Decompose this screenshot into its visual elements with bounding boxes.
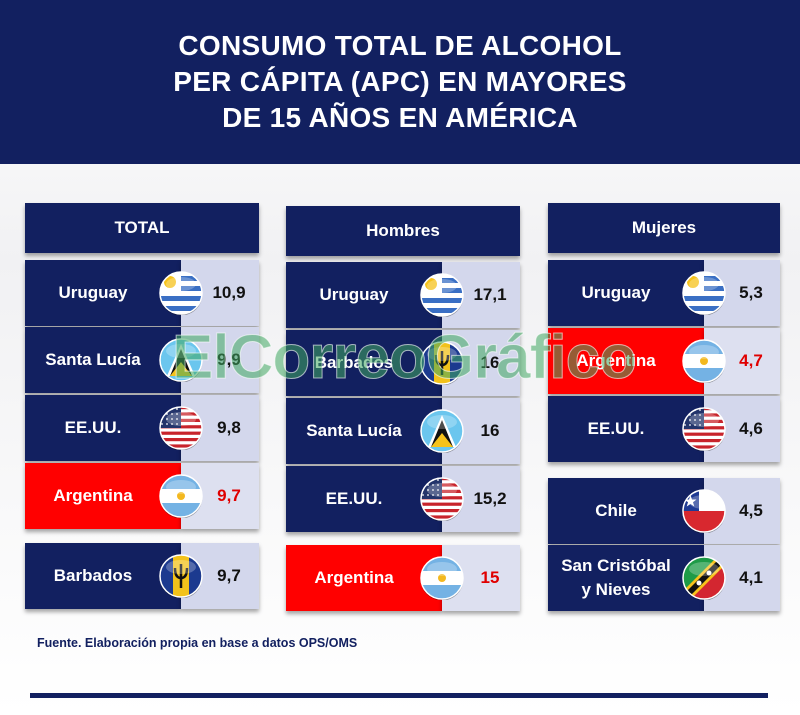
- table-row: EE.UU. 9,8: [25, 395, 259, 461]
- column-header: TOTAL: [25, 203, 259, 253]
- table-row: Argentina 15: [286, 545, 520, 611]
- uruguay-flag-icon: [420, 273, 464, 317]
- country-label: Uruguay: [548, 260, 704, 326]
- table-row: Barbados 9,7: [25, 543, 259, 609]
- saint-lucia-flag-icon: [159, 338, 203, 382]
- barbados-flag-icon: [159, 554, 203, 598]
- usa-flag-icon: [682, 407, 726, 451]
- table-row: Argentina 9,7: [25, 463, 259, 529]
- table-row: San Cristóbal y Nieves 4,1: [548, 545, 780, 611]
- table-row: Uruguay 17,1: [286, 262, 520, 328]
- country-label: Uruguay: [25, 260, 181, 326]
- usa-flag-icon: [420, 477, 464, 521]
- title-banner: CONSUMO TOTAL DE ALCOHOL PER CÁPITA (APC…: [0, 0, 800, 164]
- usa-flag-icon: [159, 406, 203, 450]
- table-row: Chile 4,5: [548, 478, 780, 544]
- column-header: Hombres: [286, 206, 520, 256]
- table-row: Uruguay 5,3: [548, 260, 780, 326]
- table-row: Santa Lucía 16: [286, 398, 520, 464]
- country-label: San Cristóbal y Nieves: [548, 545, 704, 611]
- barbados-flag-icon: [420, 341, 464, 385]
- source-note: Fuente. Elaboración propia en base a dat…: [37, 636, 358, 650]
- argentina-flag-icon: [682, 339, 726, 383]
- bottom-divider: [30, 693, 768, 698]
- country-label: Argentina: [548, 328, 704, 394]
- saint-lucia-flag-icon: [420, 409, 464, 453]
- country-label: Argentina: [286, 545, 442, 611]
- country-label: Santa Lucía: [25, 327, 181, 393]
- table-row: EE.UU. 4,6: [548, 396, 780, 462]
- saint-kitts-nevis-flag-icon: [682, 556, 726, 600]
- title-line-3: DE 15 AÑOS EN AMÉRICA: [222, 102, 578, 133]
- country-label: Chile: [548, 478, 704, 544]
- table-row: EE.UU. 15,2: [286, 466, 520, 532]
- table-row: Santa Lucía 9,9: [25, 327, 259, 393]
- country-label: EE.UU.: [548, 396, 704, 462]
- country-label: EE.UU.: [25, 395, 181, 461]
- chile-flag-icon: [682, 489, 726, 533]
- title-line-1: CONSUMO TOTAL DE ALCOHOL: [178, 30, 622, 61]
- table-row: Argentina 4,7: [548, 328, 780, 394]
- country-label: Santa Lucía: [286, 398, 442, 464]
- argentina-flag-icon: [420, 556, 464, 600]
- title-line-2: PER CÁPITA (APC) EN MAYORES: [173, 66, 627, 97]
- uruguay-flag-icon: [682, 271, 726, 315]
- country-label: Barbados: [286, 330, 442, 396]
- country-label: Barbados: [25, 543, 181, 609]
- country-label: EE.UU.: [286, 466, 442, 532]
- table-row: Uruguay 10,9: [25, 260, 259, 326]
- column-header: Mujeres: [548, 203, 780, 253]
- table-row: Barbados 16: [286, 330, 520, 396]
- argentina-flag-icon: [159, 474, 203, 518]
- country-label: Argentina: [25, 463, 181, 529]
- country-label: Uruguay: [286, 262, 442, 328]
- uruguay-flag-icon: [159, 271, 203, 315]
